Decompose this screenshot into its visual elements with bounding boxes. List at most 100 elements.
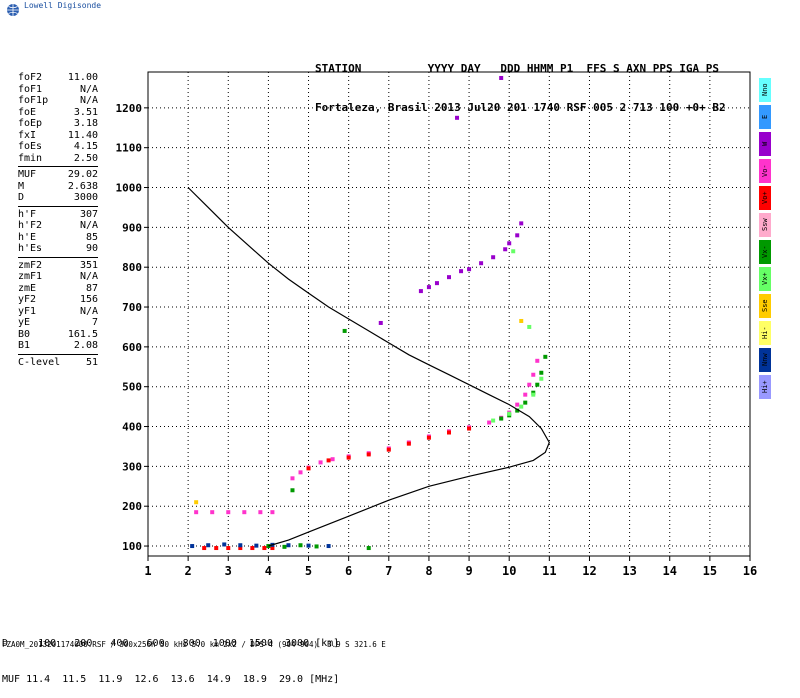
trace-point: [539, 376, 544, 381]
trace-point: [306, 543, 311, 548]
distance-unit: [km]: [315, 638, 340, 649]
echo-traces: [190, 75, 548, 551]
trace-point: [194, 500, 199, 505]
param-value: 2.50: [73, 152, 98, 164]
trace-point: [515, 402, 520, 407]
param-label: yF1: [18, 305, 37, 317]
x-tick-label: 10: [502, 564, 516, 578]
trace-point: [342, 328, 347, 333]
trace-point: [535, 358, 540, 363]
y-tick-label: 600: [122, 341, 142, 354]
param-label: fxI: [18, 129, 37, 141]
legend-label: Vx+: [761, 272, 769, 286]
legend-item: Hi+: [759, 375, 771, 399]
param-label: h'Es: [18, 243, 43, 254]
trace-point: [491, 418, 496, 423]
param-label: fmin: [18, 152, 43, 164]
legend-label: Vx-: [761, 245, 769, 259]
trace-point: [507, 241, 512, 246]
param-row: yE 7: [18, 317, 98, 329]
param-row: foF1p N/A: [18, 95, 98, 107]
trace-point: [523, 400, 528, 405]
param-label: h'F: [18, 208, 37, 220]
app-title: Lowell Digisonde: [24, 1, 102, 10]
distance-value: 400: [92, 638, 129, 649]
trace-point: [455, 115, 460, 120]
trace-series: [194, 318, 524, 505]
trace-point: [222, 542, 227, 547]
trace-series: [266, 543, 319, 549]
trace-point: [519, 318, 524, 323]
trace-point: [214, 546, 219, 551]
profile-curve-layer: [187, 187, 550, 547]
trace-point: [346, 455, 351, 460]
param-row: h'Es 90: [18, 243, 98, 255]
x-tick-label: 12: [582, 564, 596, 578]
scaled-parameters-panel: foF2 11.00 foF1 N/A foF1p N/A foE 3.51 foEp 3.18 f…: [18, 72, 98, 368]
param-divider: [18, 256, 98, 258]
trace-point: [535, 382, 540, 387]
muf-value: 29.0: [266, 674, 304, 685]
param-value: 29.02: [67, 169, 98, 180]
param-label: M: [18, 180, 25, 192]
trace-point: [426, 435, 431, 440]
param-value: 11.00: [67, 72, 98, 83]
legend-label: Sse: [761, 299, 769, 313]
param-value: 90: [85, 243, 98, 254]
legend-item: Vx-: [759, 240, 771, 264]
trace-point: [467, 426, 472, 431]
param-divider: [18, 353, 98, 355]
trace-point: [539, 370, 544, 375]
param-row: foE 3.51: [18, 107, 98, 119]
muf-value: 14.9: [194, 674, 231, 685]
legend-label: Hi+: [761, 380, 769, 394]
param-value: N/A: [79, 305, 98, 317]
trace-point: [242, 510, 247, 515]
distance-value: 800: [164, 638, 201, 649]
distance-value: 1500: [236, 638, 273, 649]
param-row: zmF1 N/A: [18, 271, 98, 283]
param-value: 2.08: [73, 340, 98, 351]
trace-series: [499, 354, 548, 421]
ionogram-chart: 1 2 3 4 5 6 7 8 9 10 11 12 13 14 15 1610020030040050060…: [116, 71, 757, 578]
y-tick-label: 1100: [116, 142, 143, 155]
param-label: h'E: [18, 231, 37, 243]
x-tick-label: 14: [663, 564, 677, 578]
x-tick-label: 15: [703, 564, 717, 578]
x-tick-label: 1: [144, 564, 151, 578]
trace-point: [479, 261, 484, 266]
param-label: zmF2: [18, 259, 43, 271]
y-tick-label: 500: [122, 381, 142, 394]
trace-point: [290, 476, 295, 481]
param-value: 3000: [73, 192, 98, 203]
param-label: foF2: [18, 72, 43, 83]
trace-point: [282, 544, 287, 549]
trace-series: [418, 221, 524, 294]
param-value: 85: [85, 231, 98, 243]
trace-point: [254, 543, 259, 548]
distance-value: 600: [128, 638, 165, 649]
muf-unit: [MHz]: [309, 674, 340, 685]
trace-point: [418, 289, 423, 294]
trace-point: [459, 269, 464, 274]
trace-point: [290, 488, 295, 493]
trace-point: [202, 546, 207, 551]
param-row: C-level 51: [18, 357, 98, 369]
trace-point: [206, 543, 211, 548]
file-info-footer: FZA0M_2013201174000.RSF / 300x256h 50 kH…: [2, 640, 386, 649]
trace-series: [491, 376, 544, 423]
param-row: M 2.638: [18, 181, 98, 193]
trace-point: [238, 546, 243, 551]
y-tick-label: 700: [122, 301, 142, 314]
param-row: B1 2.08: [18, 340, 98, 352]
x-tick-label: 9: [465, 564, 472, 578]
legend-item: E: [759, 105, 771, 129]
param-label: zmF1: [18, 271, 43, 282]
param-value: 2.638: [67, 180, 98, 192]
param-row: B0 161.5: [18, 329, 98, 341]
muf-value: 18.9: [230, 674, 267, 685]
y-tick-label: 400: [122, 421, 142, 434]
param-label: foE: [18, 106, 37, 118]
muf-value: 13.6: [158, 674, 195, 685]
param-row: h'F 307: [18, 209, 98, 221]
